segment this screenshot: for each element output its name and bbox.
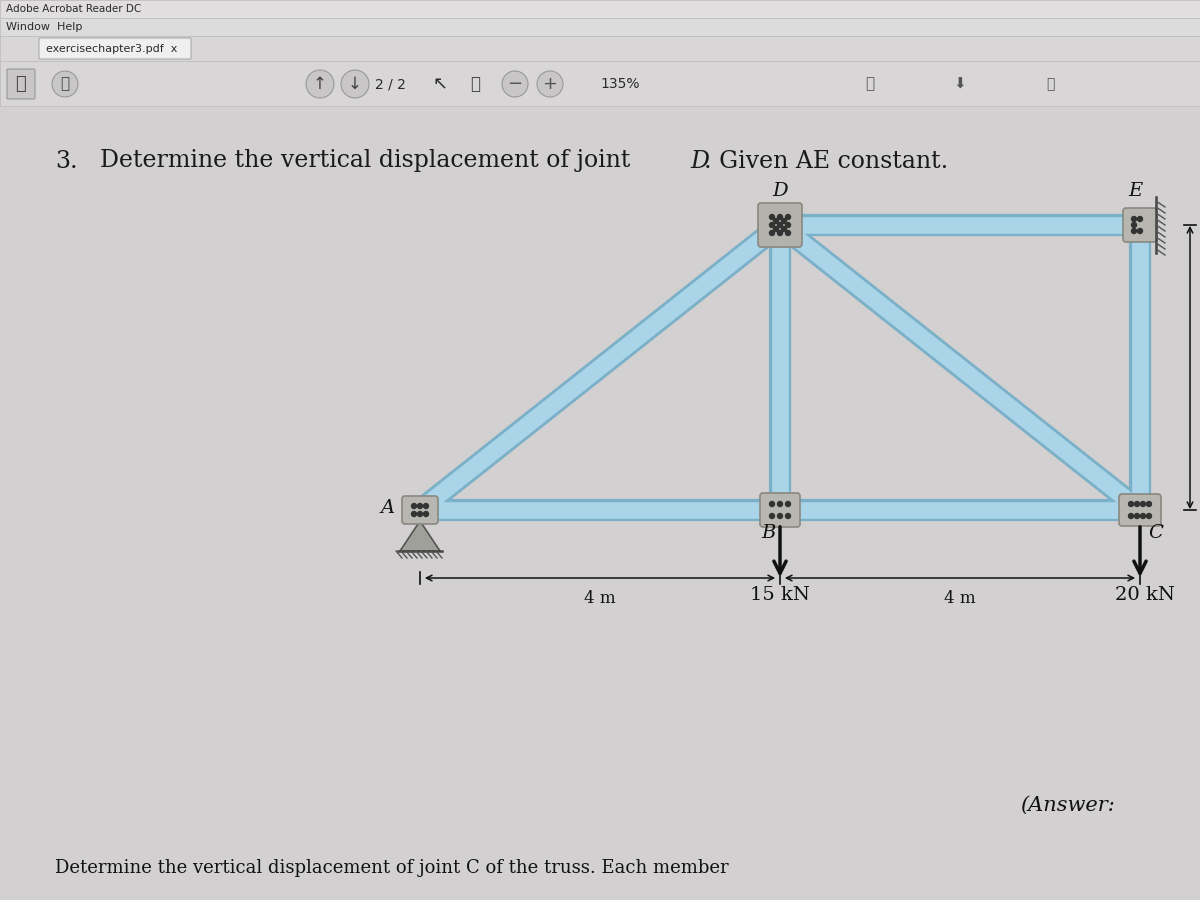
Circle shape [502, 71, 528, 97]
Text: E: E [1128, 182, 1142, 200]
Bar [0, 106, 1200, 900]
Circle shape [774, 219, 779, 223]
Text: 🔍: 🔍 [60, 76, 70, 92]
FancyBboxPatch shape [402, 496, 438, 524]
Circle shape [306, 70, 334, 98]
Text: 4 m: 4 m [944, 590, 976, 607]
Text: exercisechapter3.pdf  x: exercisechapter3.pdf x [46, 44, 178, 54]
Circle shape [1146, 501, 1152, 507]
Circle shape [769, 214, 774, 220]
Circle shape [1134, 501, 1140, 507]
Bar [0, 0, 1200, 18]
Circle shape [1132, 217, 1136, 221]
Circle shape [412, 511, 416, 517]
Circle shape [1146, 514, 1152, 518]
FancyBboxPatch shape [1123, 208, 1157, 242]
Circle shape [774, 227, 779, 231]
Circle shape [1134, 514, 1140, 518]
Circle shape [786, 230, 791, 236]
Text: C: C [1148, 524, 1164, 542]
Bar [0, 61, 1200, 106]
Text: D: D [772, 182, 788, 200]
Circle shape [341, 70, 370, 98]
Text: 💬: 💬 [1046, 77, 1054, 91]
Circle shape [1140, 501, 1146, 507]
Circle shape [778, 514, 782, 518]
Circle shape [786, 514, 791, 518]
Circle shape [781, 227, 786, 231]
FancyBboxPatch shape [758, 203, 802, 247]
Text: +: + [542, 75, 558, 93]
Circle shape [52, 71, 78, 97]
Text: Determine the vertical displacement of joint: Determine the vertical displacement of j… [100, 149, 638, 173]
Circle shape [1140, 514, 1146, 518]
Text: 3.: 3. [55, 149, 78, 173]
Bar [0, 18, 1200, 36]
Circle shape [769, 230, 774, 236]
Bar [0, 106, 1200, 900]
Circle shape [1138, 217, 1142, 221]
FancyBboxPatch shape [38, 38, 191, 59]
Text: 🔖: 🔖 [865, 76, 875, 92]
Text: Determine the vertical displacement of joint C of the truss. Each member: Determine the vertical displacement of j… [55, 859, 728, 877]
FancyBboxPatch shape [1120, 494, 1162, 526]
Text: Adobe Acrobat Reader DC: Adobe Acrobat Reader DC [6, 4, 142, 14]
Text: 15 kN: 15 kN [750, 586, 810, 604]
Circle shape [769, 501, 774, 507]
Text: A: A [380, 499, 395, 517]
Text: (Answer:: (Answer: [1020, 796, 1115, 814]
Circle shape [418, 503, 422, 508]
Text: −: − [508, 75, 522, 93]
Circle shape [769, 222, 774, 228]
Text: ↓: ↓ [348, 75, 362, 93]
Circle shape [778, 230, 782, 236]
Circle shape [1132, 229, 1136, 233]
Text: 🖨: 🖨 [16, 75, 26, 93]
Text: 2 / 2: 2 / 2 [374, 77, 406, 91]
Circle shape [424, 511, 428, 517]
Circle shape [781, 219, 786, 223]
Circle shape [786, 222, 791, 228]
Text: Window  Help: Window Help [6, 22, 83, 32]
Circle shape [1132, 222, 1136, 228]
Text: B: B [761, 524, 775, 542]
Circle shape [778, 214, 782, 220]
Circle shape [538, 71, 563, 97]
FancyBboxPatch shape [760, 493, 800, 527]
Circle shape [778, 222, 782, 228]
Circle shape [778, 501, 782, 507]
Circle shape [418, 511, 422, 517]
Circle shape [424, 503, 428, 508]
Text: 135%: 135% [600, 77, 640, 91]
Bar [0, 36, 1200, 61]
Circle shape [412, 503, 416, 508]
Text: ✋: ✋ [470, 75, 480, 93]
Text: 4 m: 4 m [584, 590, 616, 607]
Text: ↑: ↑ [313, 75, 326, 93]
Circle shape [1128, 501, 1134, 507]
Text: D: D [690, 149, 709, 173]
Text: ↖: ↖ [432, 75, 448, 93]
Circle shape [786, 214, 791, 220]
Text: ⬇: ⬇ [954, 76, 966, 92]
Text: . Given AE constant.: . Given AE constant. [704, 149, 948, 173]
Circle shape [769, 514, 774, 518]
Circle shape [1138, 229, 1142, 233]
Text: 20 kN: 20 kN [1115, 586, 1175, 604]
Polygon shape [400, 521, 440, 551]
Circle shape [786, 501, 791, 507]
FancyBboxPatch shape [7, 69, 35, 99]
Circle shape [1128, 514, 1134, 518]
